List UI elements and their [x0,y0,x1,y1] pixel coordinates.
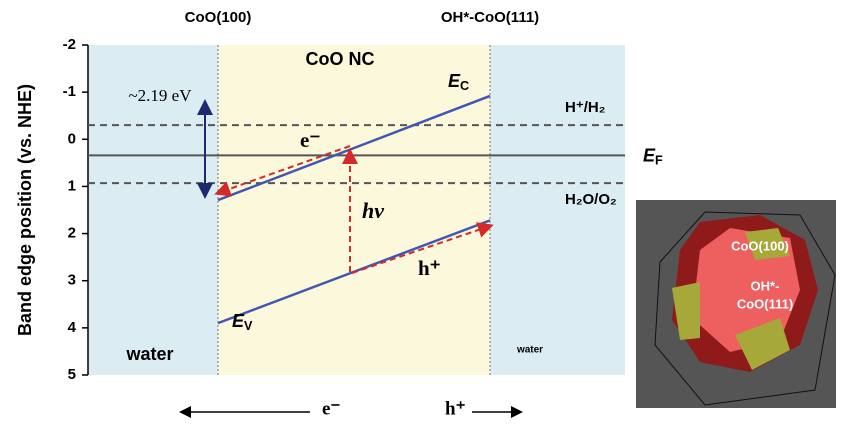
y-tick-label: 1 [68,177,76,194]
y-tick-label: 3 [68,272,76,289]
inset-label: OH*- [751,278,780,293]
region [218,45,490,375]
interface-label: CoO(100) [185,9,252,26]
inset-label: CoO(111) [737,296,793,311]
region-label: CoO NC [306,49,375,69]
y-tick-label: 5 [68,366,76,383]
flow-label: h⁺ [445,398,466,419]
symbol-subscript: V [244,319,253,333]
y-tick-label: 0 [68,130,76,147]
electron-label: e⁻ [300,128,320,152]
region-label: water [125,344,173,364]
y-tick-label: -1 [63,83,76,100]
symbol-subscript: F [655,154,663,168]
y-axis-label: Band edge position (vs. NHE) [15,84,35,336]
symbol-subscript: C [460,79,469,93]
gap-label: ~2.19 eV [128,86,192,105]
y-tick-label: 2 [68,225,76,242]
photon-label: hν [362,198,384,223]
y-tick-label: -2 [63,36,76,53]
interface-label: OH*-CoO(111) [441,9,539,26]
y-tick-label: 4 [68,319,77,336]
symbol-label: EF [643,145,663,168]
region [490,45,625,375]
region-label: water [516,345,543,356]
level-label: H⁺/H₂ [565,99,605,116]
inset-label: CoO(100) [731,238,789,253]
level-label: H₂O/O₂ [565,191,617,208]
flow-label: e⁻ [322,398,340,419]
hole-label: h⁺ [418,256,441,280]
chart: CoO(100)OH*-CoO(111)waterCoO NCwater-2-1… [0,0,841,425]
